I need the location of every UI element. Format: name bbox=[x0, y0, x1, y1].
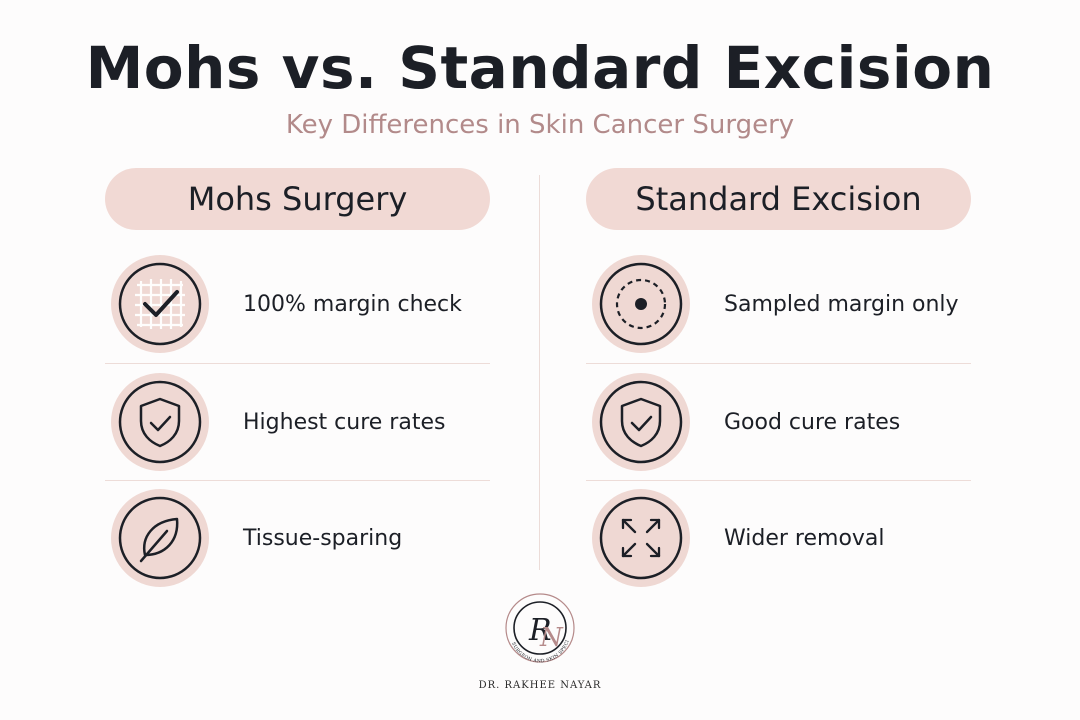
logo-name: DR. RAKHEE NAYAR bbox=[478, 680, 602, 691]
mohs-item-cure: Highest cure rates bbox=[105, 372, 490, 472]
excision-column: Standard Excision Sampled margin only Go… bbox=[586, 168, 971, 587]
excision-item-margin: Sampled margin only bbox=[586, 254, 971, 354]
row-divider bbox=[105, 480, 490, 481]
mohs-item-label: Highest cure rates bbox=[243, 409, 446, 435]
excision-heading-pill: Standard Excision bbox=[586, 168, 971, 230]
excision-item-label: Good cure rates bbox=[724, 409, 901, 435]
svg-text:R: R bbox=[528, 613, 552, 648]
mohs-item-label: Tissue-sparing bbox=[243, 525, 403, 551]
excision-item-label: Sampled margin only bbox=[724, 291, 959, 317]
excision-item-label: Wider removal bbox=[724, 525, 885, 551]
mohs-item-tissue: Tissue-sparing bbox=[105, 488, 490, 588]
mohs-heading: Mohs Surgery bbox=[187, 180, 408, 218]
expand-arrows-icon bbox=[592, 489, 690, 587]
clinic-logo: R N MOHS SURGEON AND SKIN SPECIALIST bbox=[497, 590, 575, 664]
row-divider bbox=[586, 363, 971, 364]
row-divider bbox=[586, 480, 971, 481]
shield-check-icon bbox=[111, 373, 209, 471]
excision-item-removal: Wider removal bbox=[586, 488, 971, 588]
leaf-icon bbox=[111, 489, 209, 587]
svg-text:N: N bbox=[539, 623, 564, 653]
page-title: Mohs vs. Standard Excision bbox=[85, 34, 995, 102]
mohs-item-label: 100% margin check bbox=[243, 291, 462, 317]
excision-heading: Standard Excision bbox=[635, 180, 922, 218]
excision-item-cure: Good cure rates bbox=[586, 372, 971, 472]
page-subtitle: Key Differences in Skin Cancer Surgery bbox=[285, 110, 795, 140]
mohs-column: Mohs Surgery 100% margin check bbox=[105, 168, 490, 587]
shield-check-icon bbox=[592, 373, 690, 471]
column-divider bbox=[539, 175, 540, 570]
grid-check-icon bbox=[111, 255, 209, 353]
row-divider bbox=[105, 363, 490, 364]
dashed-target-icon bbox=[592, 255, 690, 353]
mohs-heading-pill: Mohs Surgery bbox=[105, 168, 490, 230]
mohs-item-margin: 100% margin check bbox=[105, 254, 490, 354]
